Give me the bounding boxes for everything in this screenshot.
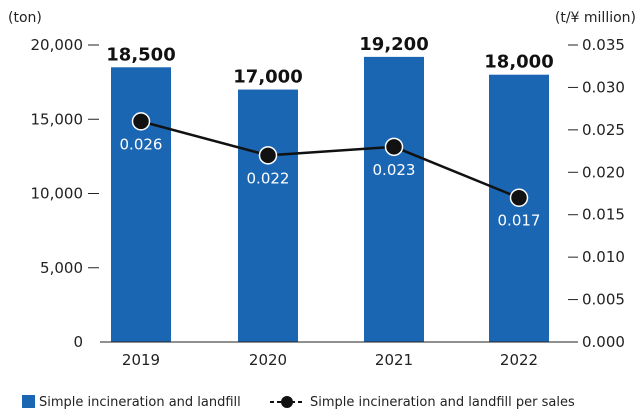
point-value-label: 0.022	[247, 169, 290, 187]
right-axis-unit: (t/¥ million)	[555, 10, 636, 26]
bar	[489, 74, 549, 342]
line-point	[384, 137, 404, 157]
legend: Simple incineration and landfill Simple …	[22, 395, 575, 410]
x-axis-labels: 2019 2020 2021 2022	[122, 351, 538, 369]
line-series: 0.026 0.022 0.023 0.017	[120, 112, 541, 230]
series-line	[140, 120, 520, 199]
right-tick-label: 0.035	[582, 36, 625, 54]
bar-labels: 18,500 17,000 19,200 18,000	[106, 34, 553, 88]
legend-bar-swatch	[22, 395, 35, 408]
left-tick-label: 5,000	[40, 259, 83, 277]
left-axis-unit: (ton)	[8, 10, 42, 26]
line-point	[258, 146, 278, 165]
bar	[238, 89, 298, 342]
point-value-label: 0.023	[373, 161, 416, 179]
bar	[111, 67, 171, 343]
legend-line-label: Simple incineration and landfill per sal…	[310, 395, 575, 410]
legend-bar-label: Simple incineration and landfill	[39, 395, 241, 410]
right-tick-label: 0.005	[582, 291, 625, 309]
bar	[364, 56, 424, 342]
bar-value-label: 17,000	[233, 67, 302, 88]
x-tick-label: 2019	[122, 351, 160, 369]
x-tick-label: 2021	[375, 351, 413, 369]
right-tick-label: 0.020	[582, 163, 625, 181]
right-tick-label: 0.015	[582, 206, 625, 224]
right-axis: 0.000 0.005 0.010 0.015 0.020 0.025 0.030 0.035	[568, 36, 625, 351]
left-tick-label: 20,000	[31, 36, 84, 54]
bar-value-label: 18,500	[106, 44, 175, 65]
legend-line-marker	[281, 396, 293, 408]
point-value-label: 0.026	[120, 135, 163, 153]
left-tick-label: 10,000	[31, 185, 84, 203]
right-tick-label: 0.025	[582, 121, 625, 139]
left-axis: 0 5,000 10,000 15,000 20,000	[31, 36, 99, 351]
bar-series	[111, 56, 549, 343]
right-tick-label: 0.000	[582, 333, 625, 351]
left-tick-label: 0	[73, 333, 83, 351]
left-tick-label: 15,000	[31, 110, 84, 128]
point-value-label: 0.017	[498, 212, 541, 230]
right-tick-label: 0.030	[582, 78, 625, 96]
x-tick-label: 2022	[500, 351, 538, 369]
x-tick-label: 2020	[249, 351, 287, 369]
line-point	[131, 112, 151, 131]
line-point	[509, 188, 529, 207]
bar-value-label: 19,200	[359, 34, 428, 55]
right-tick-label: 0.010	[582, 248, 625, 266]
bar-value-label: 18,000	[484, 52, 553, 73]
